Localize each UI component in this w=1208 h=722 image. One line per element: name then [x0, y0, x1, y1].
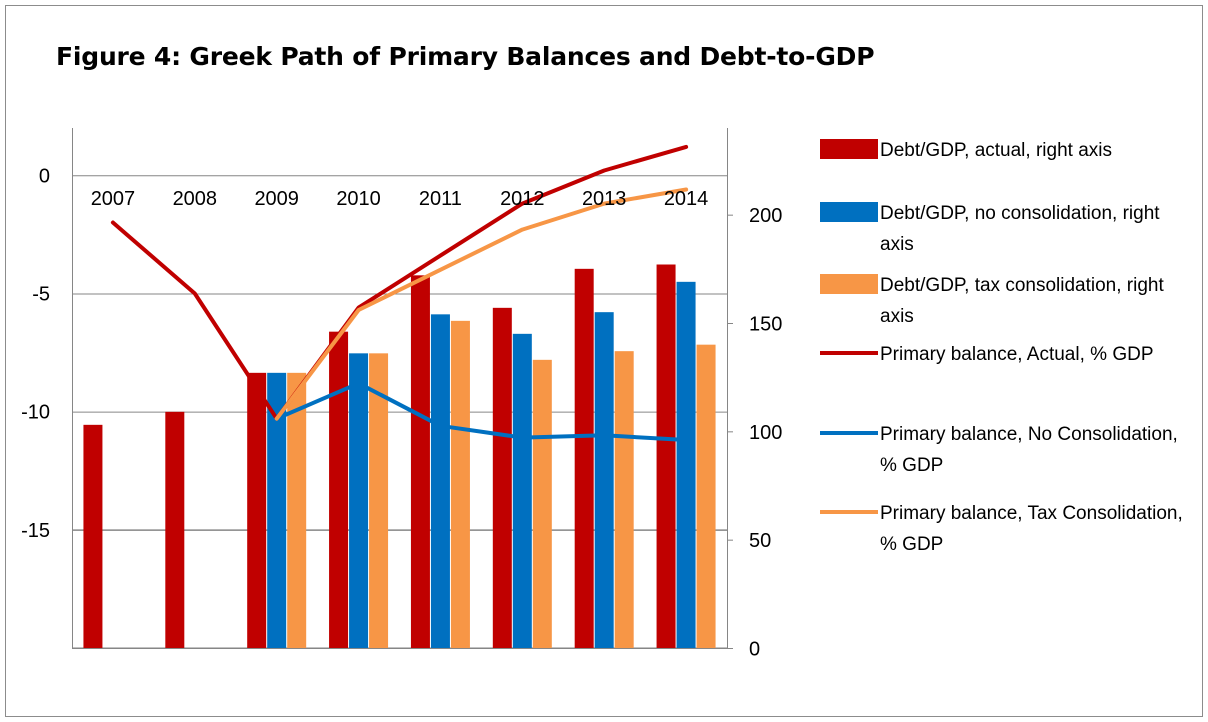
legend-label: Debt/GDP, no consolidation, right axis [880, 203, 1160, 255]
right-axis-tick-label: 0 [749, 639, 760, 661]
right-axis-tick-label: 100 [749, 422, 782, 444]
legend-label: Primary balance, No Consolidation,% GDP [880, 424, 1178, 476]
category-label: 2014 [664, 188, 709, 210]
bar [657, 265, 676, 649]
category-label: 2010 [336, 188, 381, 210]
category-label: 2008 [173, 188, 218, 210]
left-axis-tick-label: -10 [21, 402, 50, 424]
bar [349, 353, 368, 648]
left-axis-tick-label: -5 [32, 283, 50, 305]
legend-label: Debt/GDP, tax consolidation, right axis [880, 275, 1164, 327]
bar [697, 345, 716, 648]
left-axis-tick-label: -15 [21, 520, 50, 542]
legend-label: Debt/GDP, actual, right axis [880, 140, 1112, 161]
category-label: 2013 [582, 188, 627, 210]
bar [533, 360, 552, 648]
bar [513, 334, 532, 648]
bar [83, 425, 102, 648]
right-axis-tick-label: 200 [749, 205, 782, 227]
category-label: 2009 [254, 188, 299, 210]
category-label: 2012 [500, 188, 545, 210]
bar [247, 373, 266, 648]
bars [83, 265, 715, 649]
legend-swatch [820, 274, 878, 294]
bar [575, 269, 594, 648]
bar [677, 282, 696, 648]
right-axis-tick-label: 150 [749, 314, 782, 336]
legend: Debt/GDP, actual, right axis Debt/GDP, no… [820, 139, 1183, 555]
bar [595, 312, 614, 648]
right-axis-tick-label: 50 [749, 530, 771, 552]
category-label: 2007 [91, 188, 136, 210]
legend-label: Primary balance, Tax Consolidation,% GDP [880, 503, 1183, 555]
bar [165, 412, 184, 648]
legend-label: Primary balance, Actual, % GDP [880, 344, 1154, 365]
bar [411, 275, 430, 648]
bar [451, 321, 470, 648]
legend-swatch [820, 202, 878, 222]
bar [615, 351, 634, 648]
bar [493, 308, 512, 648]
bar [329, 332, 348, 648]
left-axis-tick-label: 0 [39, 165, 50, 187]
category-label: 2011 [419, 188, 462, 210]
bar [431, 314, 450, 648]
legend-swatch [820, 139, 878, 159]
